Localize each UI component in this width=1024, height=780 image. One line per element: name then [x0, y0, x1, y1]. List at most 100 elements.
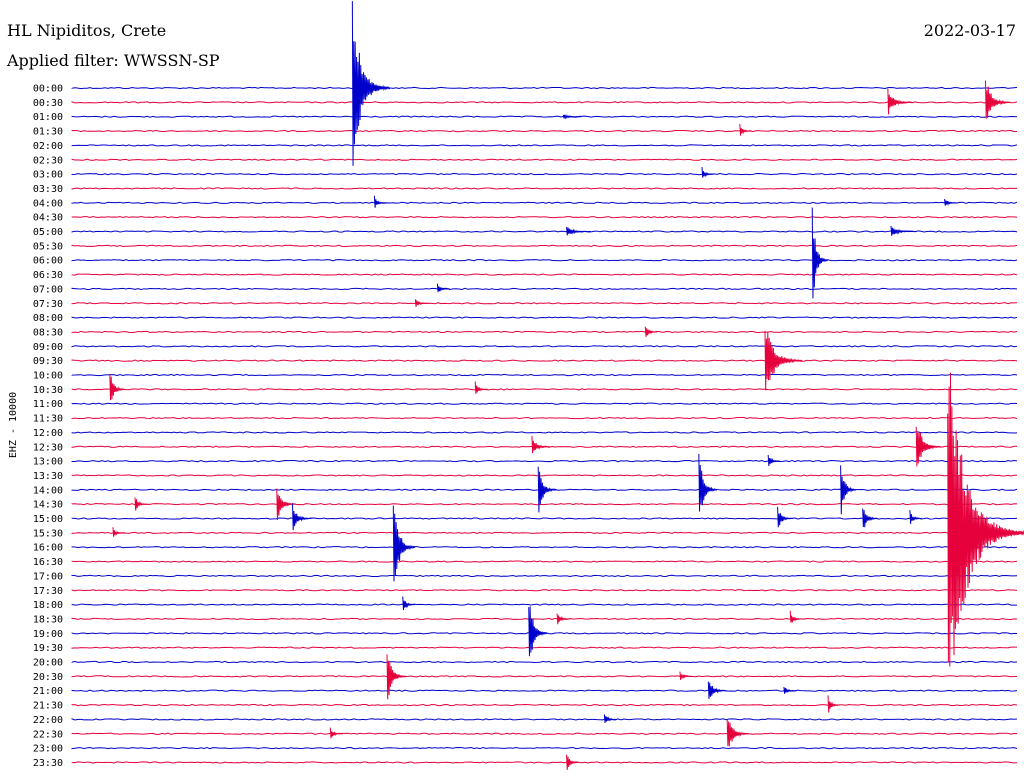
trace-line — [71, 244, 1018, 247]
time-tick-label: 21:00 — [33, 686, 63, 697]
time-tick-label: 02:30 — [33, 155, 63, 166]
quake-event — [531, 435, 551, 454]
trace-line — [71, 503, 1018, 506]
trace-line — [71, 589, 1018, 592]
time-tick-label: 22:00 — [33, 715, 63, 726]
time-tick-label: 09:00 — [33, 342, 63, 353]
quake-event — [890, 225, 916, 236]
trace-line — [71, 373, 1018, 377]
quake-event — [414, 299, 428, 307]
time-tick-label: 00:00 — [33, 84, 63, 95]
trace-line — [71, 718, 1018, 721]
time-tick-label: 19:00 — [33, 629, 63, 640]
trace-line — [71, 402, 1018, 405]
time-tick-label: 03:00 — [33, 170, 63, 181]
time-tick-label: 20:30 — [33, 672, 63, 683]
seismic-traces — [71, 1, 1024, 770]
trace-line — [71, 216, 1018, 219]
quake-event — [767, 454, 781, 467]
station-title: HL Nipiditos, Crete — [7, 21, 166, 40]
time-tick-label: 18:00 — [33, 600, 63, 611]
quake-event — [112, 527, 125, 537]
time-tick-label: 03:30 — [33, 184, 63, 195]
quake-event — [474, 381, 488, 394]
time-tick-label: 13:30 — [33, 471, 63, 482]
trace-line — [71, 474, 1018, 477]
time-tick-label: 17:30 — [33, 586, 63, 597]
quake-event — [862, 508, 879, 528]
time-tick-label: 04:30 — [33, 213, 63, 224]
time-tick-label: 07:00 — [33, 284, 63, 295]
time-tick-label: 06:00 — [33, 256, 63, 267]
quake-event — [402, 596, 416, 611]
time-tick-label: 14:00 — [33, 485, 63, 496]
time-tick-label: 15:30 — [33, 528, 63, 539]
trace-line — [71, 316, 1018, 319]
time-tick-label: 18:30 — [33, 614, 63, 625]
time-tick-label: 17:00 — [33, 571, 63, 582]
quake-event — [701, 167, 714, 178]
quake-event — [566, 226, 592, 236]
time-tick-label: 09:30 — [33, 356, 63, 367]
time-tick-label: 22:30 — [33, 729, 63, 740]
quake-event — [566, 754, 579, 770]
trace-line — [71, 617, 1018, 621]
trace-line — [71, 287, 1018, 291]
trace-line — [71, 345, 1018, 348]
trace-line — [71, 646, 1018, 649]
time-tick-label: 14:30 — [33, 500, 63, 511]
trace-line — [71, 517, 1018, 520]
trace-line — [71, 546, 1018, 549]
trace-line — [71, 359, 1018, 362]
trace-line — [71, 459, 1018, 463]
quake-event — [777, 506, 794, 528]
quake-event — [707, 681, 727, 699]
quake-event — [373, 195, 388, 208]
quake-event — [827, 695, 841, 713]
trace-line — [71, 747, 1018, 750]
quake-event — [109, 373, 126, 401]
time-tick-label: 08:30 — [33, 327, 63, 338]
time-tick-label: 11:00 — [33, 399, 63, 410]
time-tick-label: 11:30 — [33, 414, 63, 425]
trace-line — [71, 144, 1018, 147]
trace-line — [71, 761, 1018, 764]
quake-event — [644, 326, 658, 337]
trace-line — [71, 732, 1018, 735]
quake-event — [603, 714, 617, 724]
quake-event — [789, 610, 803, 623]
trace-line — [71, 86, 1018, 90]
time-tick-label: 16:30 — [33, 557, 63, 568]
time-tick-label: 05:30 — [33, 241, 63, 252]
quake-event — [783, 686, 796, 694]
trace-line — [71, 158, 1018, 161]
quake-event — [985, 80, 1011, 119]
quake-event — [134, 497, 148, 511]
quake-event — [386, 654, 407, 700]
time-tick-label: 04:00 — [33, 198, 63, 209]
quake-event — [887, 88, 913, 115]
quake-event — [739, 123, 752, 136]
quake-event — [351, 1, 391, 166]
time-tick-label: 12:00 — [33, 428, 63, 439]
trace-line — [71, 259, 1018, 262]
trace-line — [71, 603, 1018, 606]
trace-line — [71, 330, 1018, 334]
quake-event — [528, 606, 548, 657]
quake-event — [392, 505, 416, 582]
time-tick-label: 12:30 — [33, 442, 63, 453]
quake-event — [811, 207, 829, 299]
quake-event — [679, 671, 692, 681]
quake-event — [915, 426, 941, 467]
trace-line — [71, 230, 1018, 233]
time-tick-label: 00:30 — [33, 98, 63, 109]
date-label: 2022-03-17 — [924, 21, 1016, 40]
time-tick-label: 06:30 — [33, 270, 63, 281]
quake-event — [292, 503, 312, 531]
filter-label: Applied filter: WWSSN-SP — [6, 51, 220, 70]
time-tick-label: 08:00 — [33, 313, 63, 324]
time-tick-label: 21:30 — [33, 701, 63, 712]
time-tick-label: 01:30 — [33, 127, 63, 138]
quake-event — [944, 199, 957, 206]
